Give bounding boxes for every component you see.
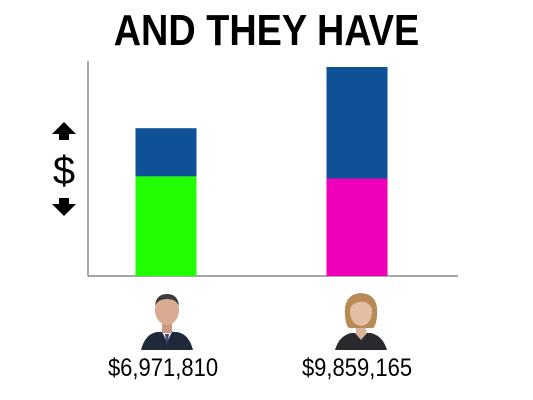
candidate-2-amount: $9,859,165 (301, 354, 413, 382)
chart-title: AND THEY HAVE (113, 6, 420, 55)
candidate-2-photo (329, 286, 393, 350)
dollar-icon: $ (53, 149, 75, 193)
down-arrow-icon (52, 198, 76, 216)
candidate-1-photo (135, 286, 199, 350)
axis-indicator: $ (52, 122, 76, 216)
bar-1-bottom-segment (135, 176, 197, 276)
candidate-1-amount: $6,971,810 (107, 354, 219, 382)
up-arrow-icon (52, 122, 76, 140)
bar-1-top-segment (135, 128, 197, 177)
bar-2-top-segment (326, 67, 388, 179)
bar-2-bottom-segment (326, 178, 388, 276)
